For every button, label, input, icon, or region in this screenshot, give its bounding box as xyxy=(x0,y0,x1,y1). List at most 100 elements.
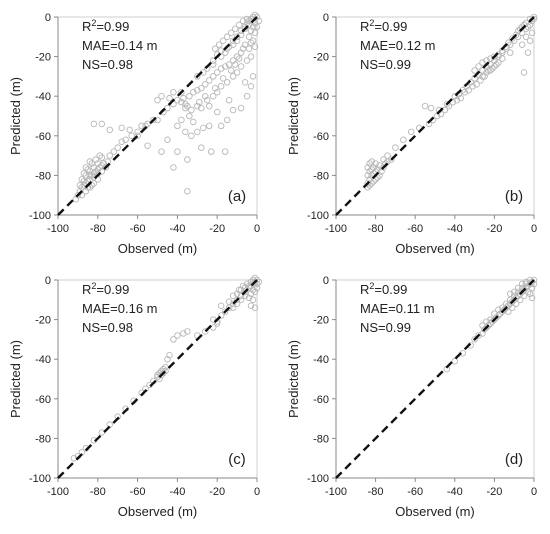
data-point xyxy=(475,63,482,70)
data-point xyxy=(158,148,165,155)
data-point xyxy=(251,278,259,286)
r-squared-stat: R2=0.99 xyxy=(360,18,407,34)
data-point xyxy=(126,126,133,134)
data-point xyxy=(451,92,459,100)
data-point xyxy=(223,116,231,124)
data-point xyxy=(82,172,90,179)
data-point xyxy=(249,37,257,45)
data-point xyxy=(229,292,237,300)
data-point xyxy=(182,104,189,112)
data-point xyxy=(229,41,237,48)
data-point xyxy=(249,286,257,294)
data-point xyxy=(78,176,86,183)
panel-label: (b) xyxy=(505,188,523,205)
data-point xyxy=(520,292,528,300)
data-point xyxy=(243,280,251,288)
data-point xyxy=(221,308,229,315)
one-to-one-line xyxy=(57,279,258,479)
data-point xyxy=(166,351,173,359)
data-point xyxy=(82,187,90,195)
data-point xyxy=(247,39,255,46)
data-point xyxy=(510,288,518,296)
data-point xyxy=(481,73,488,80)
data-point xyxy=(233,69,241,76)
data-point xyxy=(477,77,484,84)
data-point xyxy=(174,148,181,155)
data-point xyxy=(506,49,514,56)
data-point xyxy=(86,172,94,179)
data-point xyxy=(144,120,151,128)
x-axis-label: Observed (m) xyxy=(118,241,197,256)
data-point xyxy=(495,306,502,313)
data-point xyxy=(86,168,94,175)
data-point xyxy=(106,152,113,159)
x-tick-label: -80 xyxy=(368,223,384,235)
data-point xyxy=(170,164,177,171)
data-point xyxy=(202,92,209,100)
data-point xyxy=(241,79,249,86)
y-tick-label: -60 xyxy=(35,394,51,406)
panel-label: (d) xyxy=(505,451,523,468)
y-tick-label: -20 xyxy=(313,52,329,64)
y-tick-label: 0 xyxy=(323,12,329,24)
data-point xyxy=(209,73,217,80)
data-point xyxy=(392,144,399,151)
data-point xyxy=(128,132,135,140)
x-tick-label: 0 xyxy=(531,486,537,498)
data-point xyxy=(376,162,383,169)
data-point xyxy=(178,116,185,124)
r2-symbol: R xyxy=(82,282,91,297)
data-point xyxy=(118,138,125,145)
data-point xyxy=(217,302,225,309)
data-point xyxy=(158,371,165,379)
data-point xyxy=(237,104,245,112)
data-point xyxy=(388,156,395,163)
data-point xyxy=(160,369,167,377)
data-point xyxy=(213,69,221,76)
x-tick-label: -100 xyxy=(325,223,347,235)
x-tick-label: -60 xyxy=(407,223,423,235)
data-point xyxy=(364,172,371,179)
data-point xyxy=(249,73,257,80)
y-tick-label: -60 xyxy=(35,131,51,143)
data-point xyxy=(461,88,468,96)
data-point xyxy=(508,304,516,311)
x-tick-label: -40 xyxy=(169,223,185,235)
data-point xyxy=(493,61,500,68)
data-point xyxy=(479,73,486,80)
data-point xyxy=(237,286,245,294)
data-point xyxy=(427,104,435,112)
y-tick-label: -100 xyxy=(29,473,51,485)
data-point xyxy=(229,304,237,311)
data-point xyxy=(196,98,203,106)
data-point xyxy=(241,288,249,296)
r2-symbol: R xyxy=(82,19,91,34)
data-point xyxy=(483,318,490,325)
data-point xyxy=(253,284,261,292)
y-axis-label: Predicted (m) xyxy=(8,77,23,155)
data-point xyxy=(251,288,259,296)
data-point xyxy=(481,326,488,333)
data-point xyxy=(184,102,191,110)
data-point xyxy=(209,57,217,64)
data-point xyxy=(487,67,494,74)
data-point xyxy=(134,132,141,140)
data-point xyxy=(110,148,117,155)
data-point xyxy=(190,118,197,126)
data-point xyxy=(251,304,259,311)
data-point xyxy=(471,336,478,343)
y-tick-label: -80 xyxy=(313,170,329,182)
data-point xyxy=(213,108,221,116)
data-point xyxy=(505,308,512,315)
x-tick-label: 0 xyxy=(254,486,260,498)
data-point xyxy=(469,83,476,90)
x-tick-label: -40 xyxy=(447,486,463,498)
data-point xyxy=(520,69,528,76)
data-point xyxy=(229,57,237,64)
data-point xyxy=(86,158,94,165)
data-point xyxy=(421,102,429,110)
y-tick-label: 0 xyxy=(323,275,329,287)
data-point xyxy=(170,336,177,343)
y-tick-label: -100 xyxy=(29,210,51,222)
x-tick-label: -100 xyxy=(325,486,347,498)
